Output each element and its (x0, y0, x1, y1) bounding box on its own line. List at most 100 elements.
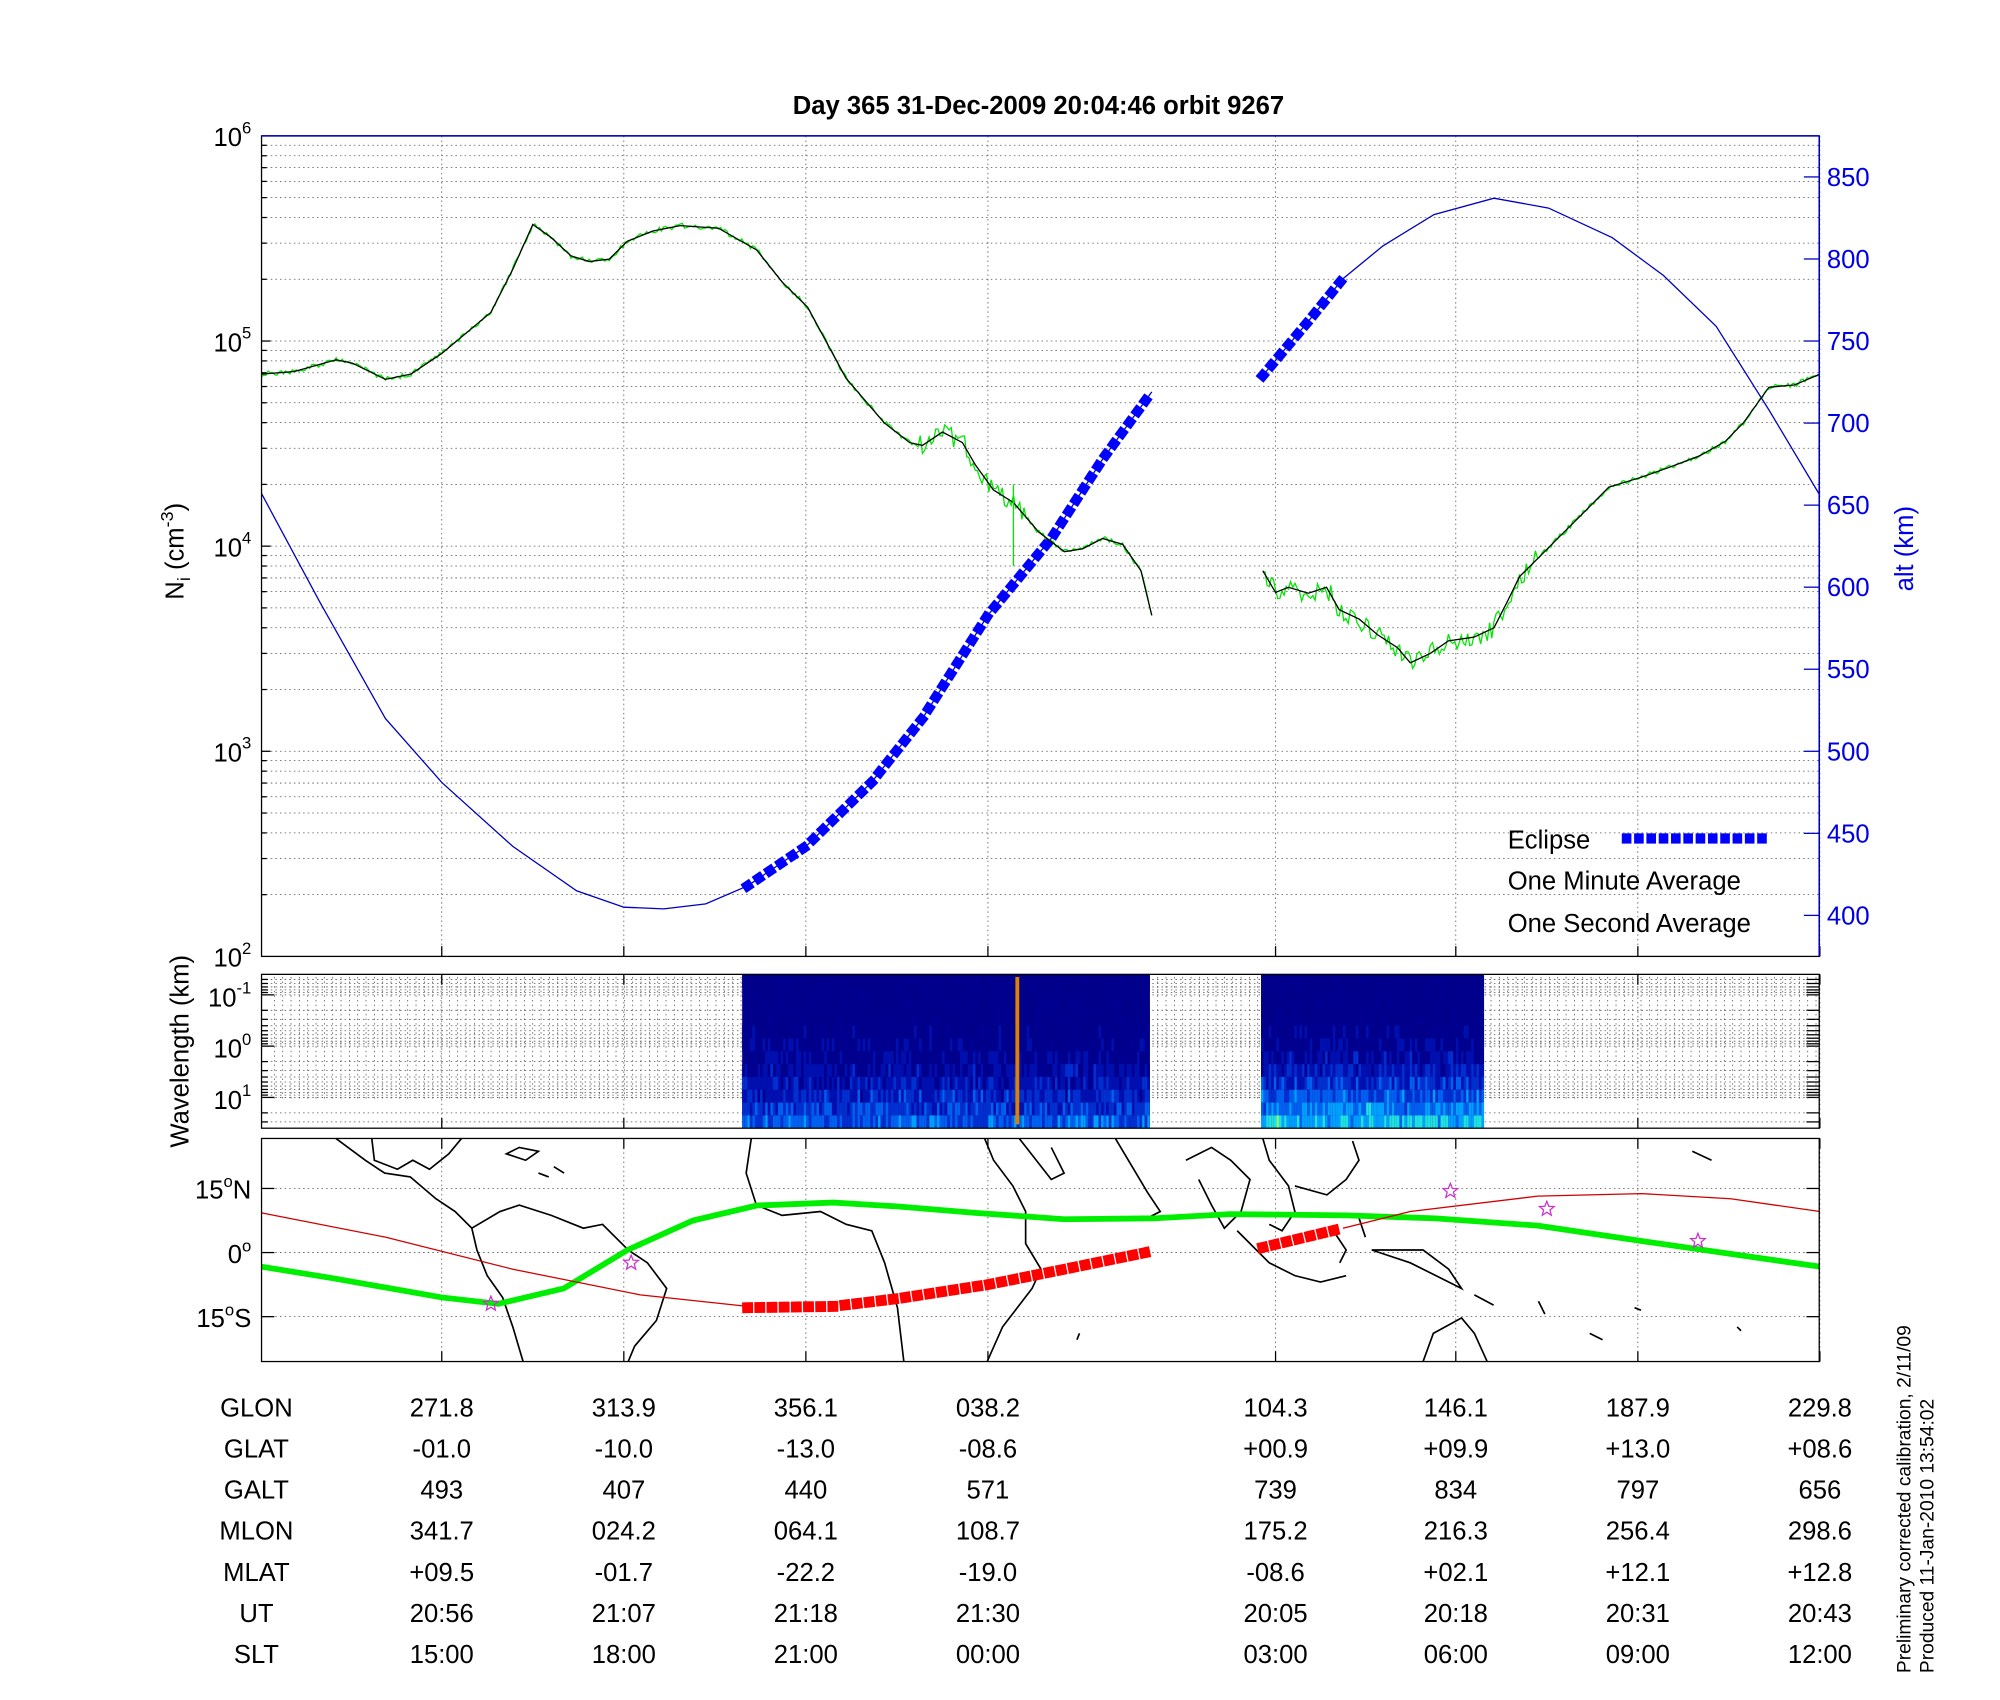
table-cell: -08.6 (1246, 1559, 1304, 1587)
spectrogram-cell (821, 1000, 825, 1013)
spectrogram-cell (1072, 1102, 1076, 1116)
spectrogram-cell (883, 1012, 886, 1026)
spectrogram-cell (1412, 1064, 1415, 1077)
spectrogram-cell (988, 1089, 991, 1103)
spectrogram-cell (742, 1089, 745, 1103)
spectrogram-cell (1289, 1115, 1292, 1129)
spectrogram-cell (1263, 1051, 1267, 1065)
spectrogram-cell (880, 1051, 884, 1065)
spectrogram-cell (857, 1012, 861, 1026)
spectrogram-cell (862, 1051, 866, 1065)
spectrogram-cell (1054, 1064, 1058, 1077)
spectrogram-cell (880, 1038, 884, 1052)
orbit-parameter-table: GLON 271.8 313.9 356.1 038.2 104.3 146.1 187.9 2… (219, 1395, 1852, 1669)
tick-exponent: -1 (236, 979, 251, 998)
legend-eclipse-square (1658, 833, 1669, 844)
spectrogram-cell (1430, 1064, 1433, 1077)
spectrogram-cell (1322, 974, 1326, 988)
spectrogram-cell (829, 1115, 832, 1129)
spectrogram-cell (911, 1076, 914, 1090)
spectrogram-cell (865, 1051, 868, 1065)
spectrogram-cell (1348, 1051, 1351, 1065)
spectrogram-cell (954, 1064, 958, 1077)
spectrogram-cell (1088, 1051, 1091, 1065)
spectrogram-cell (944, 1076, 948, 1090)
spectrogram-cell (957, 1000, 961, 1013)
spectrogram-cell (1422, 1115, 1426, 1129)
spectrogram-cell (1384, 1115, 1387, 1129)
spectrogram-cell (778, 1089, 781, 1103)
table-cell: 03:00 (1243, 1641, 1307, 1669)
eclipse-marker (1298, 316, 1314, 332)
spectrogram-cell (816, 1076, 820, 1090)
spectrogram-cell (1294, 1089, 1297, 1103)
spectrogram-cell (875, 1115, 879, 1129)
spectrogram-cell (1144, 1025, 1148, 1039)
eclipse-marker (889, 743, 904, 759)
spectrogram-cell (803, 1025, 807, 1039)
spectrogram-cell (860, 1102, 863, 1116)
spectrogram-cell (1414, 1076, 1418, 1090)
spectrogram-cell (1261, 1064, 1264, 1077)
eclipse-marker (796, 841, 811, 856)
track-eclipse-marker (1327, 1223, 1341, 1237)
tick-exponent: 3 (242, 734, 251, 753)
altitude-line (260, 391, 1153, 910)
produced-note: Produced 11-Jan-2010 13:54:02 (1917, 1399, 1938, 1673)
spectrogram-cell (939, 1115, 943, 1129)
spectrogram-cell (1412, 1102, 1415, 1116)
spectrogram-cell (1358, 1012, 1361, 1026)
spectrogram-cell (1471, 1038, 1474, 1052)
spectrogram-cell (970, 1102, 973, 1116)
spectrogram-cell (1003, 1102, 1007, 1116)
spectrogram-cell (1060, 1115, 1063, 1129)
spectrogram-cell (1337, 1064, 1341, 1077)
spectrogram-cell (811, 1076, 814, 1090)
spectrogram-cell (1322, 1115, 1326, 1129)
spectrogram-cell (770, 1012, 773, 1026)
spectrogram-cell (913, 1089, 917, 1103)
spectrogram-cell (965, 1076, 968, 1090)
spectrogram-cell (1417, 1089, 1420, 1103)
spectrogram-cell (875, 1064, 879, 1077)
spectrogram-cell (1427, 1102, 1431, 1116)
spectrogram-cell (916, 1115, 920, 1129)
spectrogram-cell (885, 1102, 889, 1116)
track-eclipse-marker (1042, 1265, 1056, 1279)
spectrogram-cell (1013, 974, 1017, 988)
spectrogram-cell (1011, 1051, 1014, 1065)
spectrogram-cell (970, 1064, 973, 1077)
spectrogram-cell (1414, 1115, 1418, 1129)
spectrogram-cell (1445, 1076, 1449, 1090)
spectrogram-cell (1057, 1115, 1061, 1129)
spectrogram-cell (1317, 1115, 1320, 1129)
spectrogram-cell (998, 1025, 1002, 1039)
spectrogram-cell (785, 987, 789, 1000)
track-eclipse-marker (1078, 1258, 1092, 1272)
spectrogram-cell (1026, 1025, 1030, 1039)
spectrogram-cell (1476, 1025, 1479, 1039)
spectrogram-cell (824, 1115, 827, 1129)
spectrogram-cell (754, 1038, 758, 1052)
spectrogram-cell (934, 1012, 938, 1026)
spectrogram-cell (1471, 1051, 1474, 1065)
spectrogram-cell (752, 1115, 755, 1129)
spectrogram-cell (760, 1025, 763, 1039)
spectrogram-cell (1407, 1025, 1410, 1039)
spectrogram-cell (947, 1000, 950, 1013)
calibration-note: Preliminary corrected calibration, 2/11/… (1894, 1325, 1915, 1673)
spectrogram-cell (1098, 1064, 1102, 1077)
spectrogram-cell (803, 1064, 807, 1077)
table-cell: 216.3 (1424, 1518, 1488, 1546)
spectrogram-cell (1088, 1115, 1091, 1129)
spectrogram-cell (1296, 1025, 1300, 1039)
track-eclipse-marker (911, 1289, 924, 1302)
spectrogram-cell (1427, 1064, 1431, 1077)
spectrogram-cell (1399, 1115, 1403, 1129)
spectrogram-cell (1278, 1038, 1282, 1052)
spectrogram-cell (780, 1012, 784, 1026)
spectrogram-cell (1468, 1076, 1472, 1090)
spectrogram-cell (911, 1012, 914, 1026)
spectrogram-cell (906, 974, 909, 988)
